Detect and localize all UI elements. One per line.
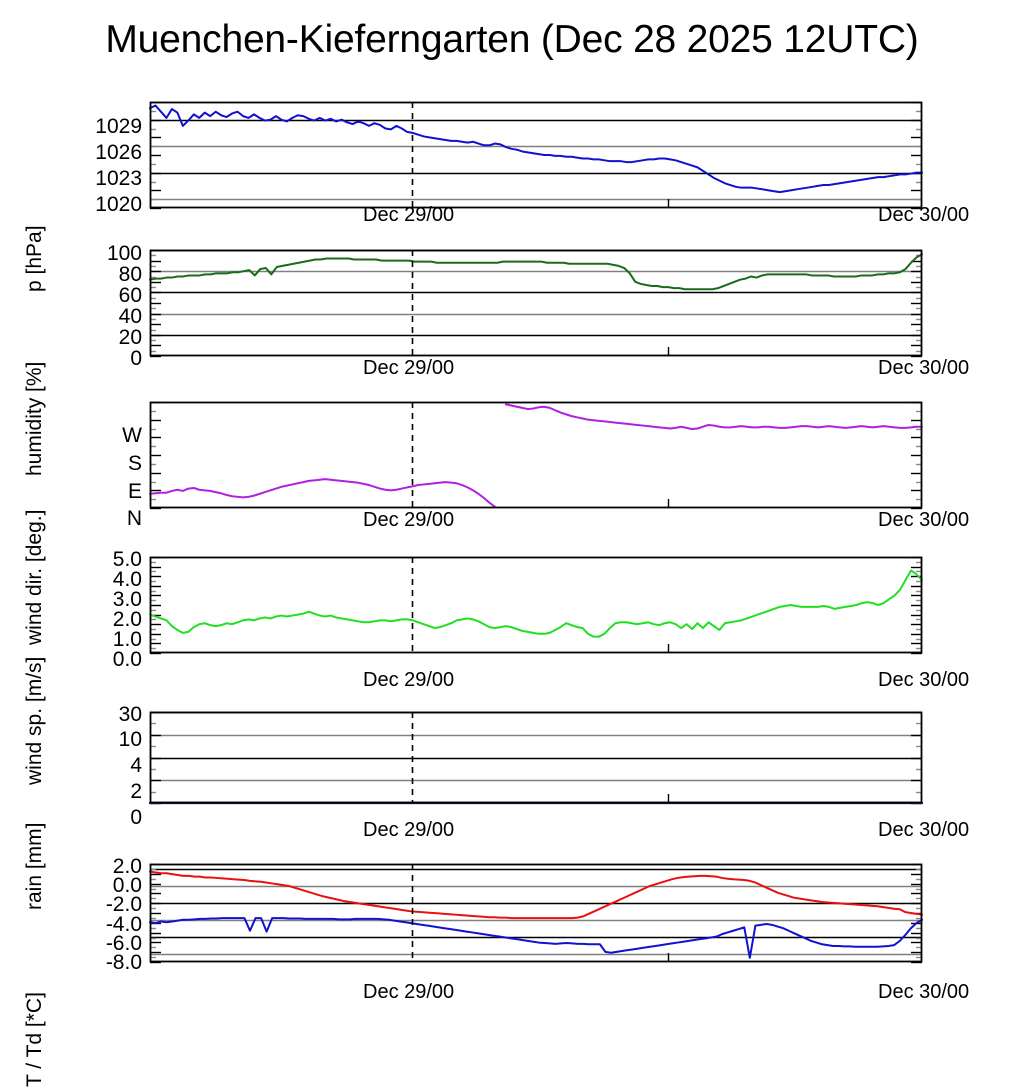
plot-area-humidity xyxy=(149,249,923,358)
ytick-pressure-1029: 1029 xyxy=(95,115,142,138)
xtick-winddir-left: Dec 29/00 xyxy=(363,509,455,531)
xtick-windsp-right: Dec 30/00 xyxy=(878,669,970,691)
xtick-temp-left: Dec 29/00 xyxy=(363,981,455,1003)
page-title: Muenchen-Kieferngarten (Dec 28 2025 12UT… xyxy=(105,18,919,61)
ytick-rain-30: 30 xyxy=(118,703,142,726)
panel-temperature: T / Td [*C] 2.0 0.0 -2.0 -4.0 -6.0 -8.0 … xyxy=(0,856,1024,1087)
plot-area-wind-speed xyxy=(149,556,923,655)
xtick-humidity-left: Dec 29/00 xyxy=(363,357,455,379)
xtick-windsp-left: Dec 29/00 xyxy=(363,669,455,691)
weather-timeseries-figure: Muenchen-Kieferngarten (Dec 28 2025 12UT… xyxy=(0,18,1024,1087)
plot-area-rain xyxy=(148,711,924,805)
ytick-temp-minus6: -6.0 xyxy=(105,932,142,955)
panel-humidity: humidity [%] 100 80 60 40 20 0 Dec 29/00… xyxy=(0,243,1024,476)
panel-wind-speed: wind sp. [m/s] 5.0 4.0 3.0 2.0 1.0 0.0 D… xyxy=(0,549,1024,785)
ytick-humidity-20: 20 xyxy=(118,326,142,349)
ytick-temp-minus4: -4.0 xyxy=(105,913,142,936)
ytick-pressure-1020: 1020 xyxy=(95,193,142,216)
panel-rain: rain [mm] 30 10 4 2 0 Dec 29/00 Dec 30/0… xyxy=(0,704,1024,910)
xtick-winddir-right: Dec 30/00 xyxy=(878,509,970,531)
ytick-pressure-1023: 1023 xyxy=(95,167,142,190)
ytick-winddir-S: S xyxy=(127,452,142,475)
ytick-winddir-W: W xyxy=(122,424,142,447)
ytick-rain-4: 4 xyxy=(130,754,142,777)
ytick-windsp-1: 1.0 xyxy=(112,628,142,651)
ytick-temp-0: 0.0 xyxy=(112,874,142,897)
ytick-humidity-0: 0 xyxy=(130,347,142,370)
plot-area-wind-direction xyxy=(149,401,923,510)
xtick-rain-left: Dec 29/00 xyxy=(363,819,455,841)
xtick-rain-right: Dec 30/00 xyxy=(878,819,970,841)
panel-pressure: p [hPa] 1029 1026 1023 1020 Dec 29/00 De… xyxy=(0,100,1024,292)
ytick-windsp-4: 4.0 xyxy=(112,568,142,591)
ytick-temp-minus2: -2.0 xyxy=(105,893,142,916)
ytick-rain-2: 2 xyxy=(130,780,142,803)
ytick-rain-10: 10 xyxy=(118,728,142,751)
xtick-pressure-left: Dec 29/00 xyxy=(363,204,455,226)
xtick-humidity-right: Dec 30/00 xyxy=(878,357,970,379)
ytick-rain-0: 0 xyxy=(130,806,142,829)
ytick-winddir-N: N xyxy=(126,507,142,530)
ytick-windsp-5: 5.0 xyxy=(112,548,142,571)
ytick-winddir-E: E xyxy=(127,480,142,503)
plot-area-pressure xyxy=(149,101,923,210)
xtick-pressure-right: Dec 30/00 xyxy=(878,204,970,226)
axis-title-temperature: T / Td [*C] xyxy=(23,992,46,1087)
ytick-humidity-40: 40 xyxy=(118,305,142,328)
ytick-humidity-60: 60 xyxy=(118,284,142,307)
ytick-temp-2: 2.0 xyxy=(112,855,142,878)
ytick-humidity-80: 80 xyxy=(118,263,142,286)
plot-area-temperature xyxy=(149,863,923,964)
ytick-temp-minus8: -8.0 xyxy=(105,951,142,974)
ytick-windsp-2: 2.0 xyxy=(112,608,142,631)
ytick-windsp-3: 3.0 xyxy=(112,588,142,611)
ytick-windsp-0: 0.0 xyxy=(112,648,142,671)
ytick-pressure-1026: 1026 xyxy=(95,141,142,164)
xtick-temp-right: Dec 30/00 xyxy=(878,981,970,1003)
ytick-humidity-100: 100 xyxy=(106,242,142,265)
panel-wind-direction: wind dir. [deg.] W S E N Dec 29/00 Dec 3… xyxy=(0,400,1024,645)
